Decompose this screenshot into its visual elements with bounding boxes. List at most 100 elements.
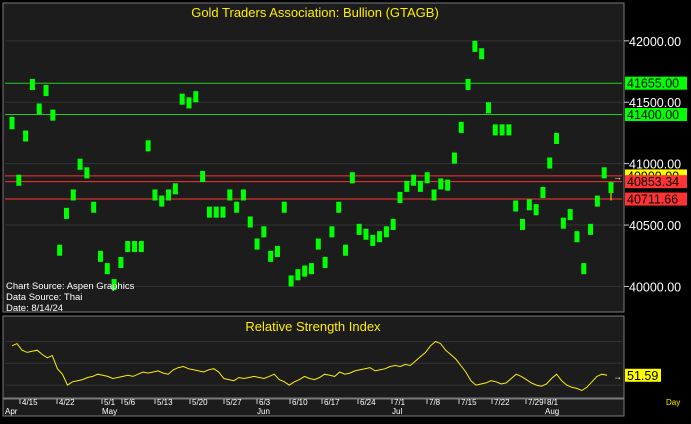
month-label: May	[102, 407, 117, 416]
date-tick-label: 6/10	[292, 398, 308, 407]
rsi-line	[11, 340, 608, 392]
price-bar	[145, 140, 151, 152]
price-bar	[513, 200, 519, 212]
date-tick-label: 5/1	[104, 398, 116, 407]
price-bar	[581, 263, 587, 275]
price-bar	[288, 275, 294, 287]
price-bar	[193, 91, 199, 103]
price-panel	[2, 2, 625, 313]
price-bar	[485, 102, 491, 114]
y-tick-label: 40500.00	[629, 219, 681, 233]
date-tick-label: 5/13	[157, 398, 173, 407]
price-bar	[520, 218, 526, 230]
price-bar	[16, 174, 22, 186]
price-bar	[50, 109, 56, 121]
reference-label: 40853.34	[627, 175, 679, 189]
reference-label-box	[625, 76, 687, 90]
price-bar	[499, 124, 505, 136]
price-bar	[57, 244, 63, 256]
date-tick-label: 5/20	[192, 398, 208, 407]
price-bar	[70, 189, 76, 201]
price-bar	[390, 218, 396, 230]
date-tick-label: 5/6	[124, 398, 136, 407]
price-bar	[465, 78, 471, 90]
price-bar	[431, 189, 437, 201]
price-bar	[438, 178, 444, 190]
price-bar	[206, 206, 212, 218]
price-bar	[492, 124, 498, 136]
price-bar	[23, 130, 29, 142]
date-tick-label: 7/8	[429, 398, 441, 407]
date-tick-label: 8/1	[547, 398, 559, 407]
price-bar	[97, 250, 103, 262]
reference-label-box	[625, 192, 687, 206]
date-tick-label: 4/15	[22, 398, 38, 407]
price-bar	[397, 191, 403, 203]
month-label: Jun	[257, 407, 270, 416]
price-bar	[526, 199, 532, 211]
price-bar	[349, 172, 355, 184]
month-label: Aug	[545, 407, 559, 416]
price-bar	[84, 167, 90, 179]
price-bar	[451, 152, 457, 164]
price-bar	[540, 186, 546, 199]
price-bar	[608, 182, 614, 194]
price-bar	[261, 226, 267, 238]
price-bar	[309, 263, 314, 275]
price-bar	[91, 201, 97, 213]
price-bar	[138, 241, 144, 253]
price-bar	[554, 132, 560, 144]
price-bar	[9, 116, 15, 130]
price-bar	[268, 250, 274, 262]
price-bar	[111, 279, 117, 291]
reference-label: 41400.00	[627, 108, 679, 122]
x-axis-layer: 4/15 4/22 5/1 5/6 5/13 5/20 5/27 6/3 6/10 6/17 6/2…	[5, 398, 559, 416]
last-price-arrow: →	[613, 172, 622, 182]
price-bar	[533, 204, 539, 216]
price-bar	[302, 265, 308, 277]
rsi-layer: → 51.59	[5, 340, 661, 392]
rsi-panel	[2, 315, 625, 399]
price-bar	[132, 241, 138, 253]
price-bar	[247, 216, 253, 228]
price-bar	[506, 124, 512, 136]
price-bar	[560, 217, 566, 229]
price-bar	[166, 189, 172, 201]
reference-label-box	[625, 108, 687, 122]
price-bar	[118, 256, 124, 269]
price-bar	[411, 174, 417, 186]
reference-label: 41655.00	[627, 77, 679, 91]
date-axis-panel	[2, 398, 625, 417]
price-bar	[370, 234, 376, 246]
price-bar	[594, 195, 600, 207]
rsi-arrow: →	[613, 371, 622, 381]
rsi-chart-title: Relative Strength Index	[245, 319, 381, 334]
price-bar	[227, 189, 233, 201]
horizontal-lines-layer	[5, 82, 622, 200]
price-bar	[445, 179, 451, 191]
price-bar	[295, 269, 301, 281]
date-tick-label: 4/22	[59, 398, 75, 407]
date-tick-label: 6/3	[259, 398, 271, 407]
price-bar	[472, 40, 478, 52]
price-bar	[77, 158, 83, 170]
reference-label: 40711.66	[627, 193, 678, 207]
y-tick-label: 41000.00	[629, 158, 681, 172]
price-bar	[404, 180, 410, 192]
date-tick-label: 6/24	[360, 398, 376, 407]
chart-source-label: Chart Source: Aspen Graphics	[6, 281, 135, 292]
price-bar	[281, 201, 287, 213]
date-tick-label: 7/1	[394, 398, 406, 407]
price-bar	[343, 244, 349, 256]
price-bar	[152, 189, 158, 201]
price-bar	[424, 172, 430, 184]
price-bar	[29, 78, 35, 90]
y-tick-label: 42000.00	[629, 35, 681, 49]
price-bar	[363, 228, 369, 240]
month-label: Apr	[5, 407, 18, 416]
date-tick-label: 6/17	[324, 398, 340, 407]
price-bar	[179, 93, 185, 105]
price-bar	[220, 206, 226, 218]
month-label: Jul	[392, 407, 402, 416]
